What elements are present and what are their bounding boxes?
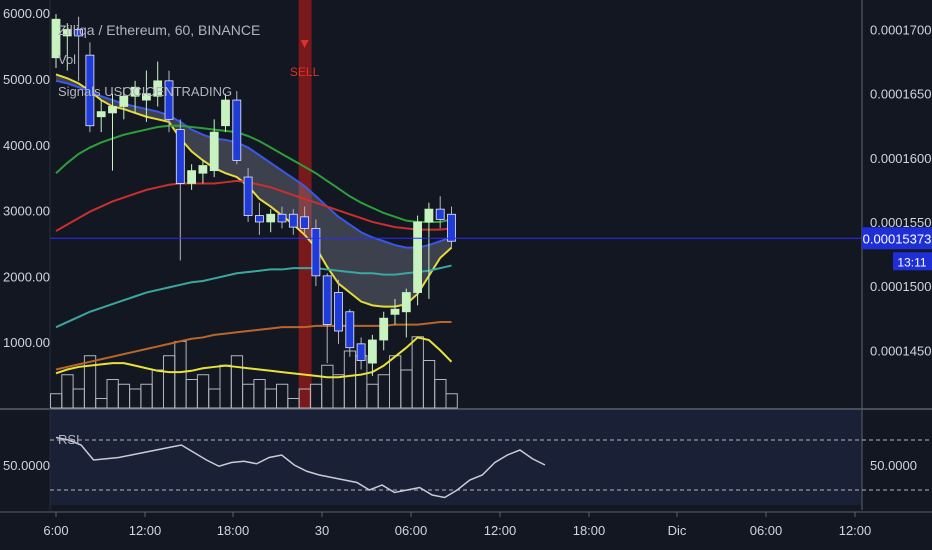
- candle-body: [311, 227, 321, 277]
- right-axis-tick: 0.00014500: [870, 343, 932, 358]
- x-axis-tick: 06:00: [750, 523, 783, 538]
- candle-body: [209, 131, 219, 172]
- candle-body: [51, 18, 61, 59]
- candle-body: [130, 86, 140, 97]
- grid: [0, 0, 932, 513]
- main-pane: [50, 0, 862, 505]
- candle-body: [356, 343, 366, 361]
- ma-line-0: [55, 73, 453, 308]
- volume-bar: [83, 355, 97, 409]
- candle-body: [435, 208, 445, 220]
- candle-body: [119, 95, 129, 107]
- candle-body: [300, 216, 310, 229]
- candle-body: [108, 106, 117, 114]
- candle-body: [62, 29, 72, 37]
- ma-line-2: [55, 124, 452, 223]
- right-axis-tick: 0.00015500: [870, 215, 932, 230]
- rsi-pane: [50, 436, 932, 499]
- candle-body: [345, 311, 355, 349]
- sell-arrow-icon: [300, 40, 309, 48]
- candle-body: [322, 275, 332, 326]
- last-price-badge: [862, 227, 932, 250]
- x-axis-tick: 18:00: [217, 523, 250, 538]
- volume-label: Vol: [58, 52, 77, 67]
- candle-body: [288, 213, 298, 228]
- candle-body: [221, 99, 230, 127]
- candle-body: [334, 292, 343, 332]
- left-axis-tick: 5000.00: [3, 72, 50, 87]
- right-axis-tick: 0.00017000: [870, 23, 932, 38]
- candle-body: [175, 129, 185, 184]
- last-price-label: 0.00015373: [863, 231, 932, 246]
- candle-body: [243, 176, 253, 216]
- x-axis-tick: 30: [315, 523, 329, 538]
- left-axis-tick: 6000.00: [3, 6, 50, 21]
- sell-band-rect: [298, 0, 312, 408]
- right-axis-tick: 0.00016500: [870, 87, 932, 102]
- x-axis-tick: 6:00: [43, 523, 68, 538]
- last-price-line: 0.00015373 13:11: [50, 227, 932, 271]
- x-axis-tick: Dic: [668, 523, 687, 538]
- ma-line-4: [55, 264, 452, 329]
- ma-line-3: [55, 179, 452, 232]
- candles: [51, 14, 456, 376]
- candle-body: [447, 213, 456, 242]
- candle-body: [153, 80, 163, 97]
- x-axis-tick: 18:00: [573, 523, 606, 538]
- volume-bar: [276, 383, 289, 409]
- candle-body: [424, 208, 434, 223]
- candle-body: [367, 339, 377, 364]
- x-axis-tick: 06:00: [395, 523, 428, 538]
- signals-label: Signals USOCIOENTRADING: [58, 84, 233, 99]
- candle-body: [401, 292, 411, 313]
- chart-title: Zilliqa / Ethereum, 60, BINANCE: [58, 22, 261, 38]
- candle-body: [390, 308, 400, 315]
- rsi-line: [55, 436, 546, 499]
- rsi-left-tick: 50.0000: [3, 458, 50, 473]
- right-axis-tick: 0.00015000: [870, 279, 932, 294]
- candle-body: [379, 317, 389, 341]
- rsi-right-tick: 50.0000: [870, 458, 917, 473]
- candle-body: [74, 29, 83, 37]
- countdown-badge: [893, 252, 932, 271]
- x-axis-tick: 12:00: [484, 523, 517, 538]
- rsi-label: RSI: [58, 432, 80, 447]
- x-axis-tick: 12:00: [839, 523, 872, 538]
- left-axis-tick: 1000.00: [3, 335, 50, 350]
- x-axis-tick: 12:00: [129, 523, 162, 538]
- sell-signal-band: SELL: [290, 0, 320, 408]
- axes: 1000.00 2000.00 3000.00 4000.00 5000.00 6000.…: [3, 6, 932, 538]
- left-axis-tick: 2000.00: [3, 269, 50, 284]
- sell-signal-label: SELL: [290, 65, 320, 79]
- volume-bar: [445, 393, 458, 409]
- volume-bar: [230, 355, 244, 409]
- candle-body: [277, 213, 287, 223]
- candle-body: [198, 165, 208, 174]
- right-axis-tick: 0.00016000: [870, 151, 932, 166]
- left-axis-tick: 4000.00: [3, 138, 50, 153]
- candle-body: [413, 221, 423, 293]
- left-axis-tick: 3000.00: [3, 204, 50, 219]
- ma-line-6: [55, 336, 453, 379]
- ma-fill-band: [56, 74, 452, 307]
- candle-body: [85, 54, 95, 127]
- candle-body: [187, 170, 197, 184]
- candle-body: [232, 99, 242, 161]
- rsi-background: [50, 410, 862, 505]
- candle-body: [141, 93, 151, 101]
- candle-body: [164, 80, 174, 120]
- countdown-label: 13:11: [897, 255, 926, 269]
- main-background: [50, 0, 862, 408]
- candle-body: [96, 111, 106, 118]
- candle-body: [254, 215, 264, 223]
- candle-body: [266, 213, 276, 223]
